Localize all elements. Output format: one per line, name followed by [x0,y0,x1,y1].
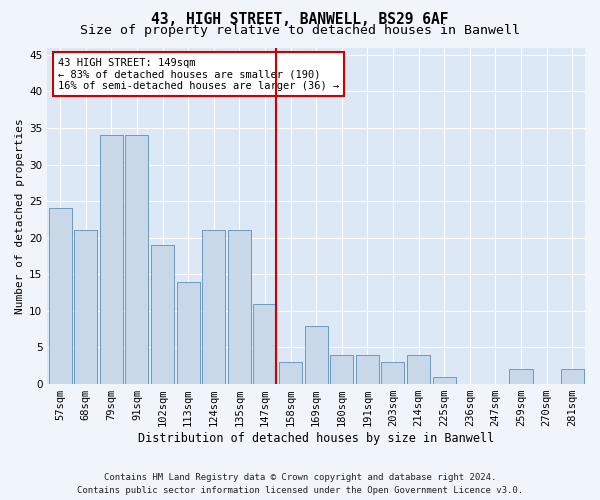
X-axis label: Distribution of detached houses by size in Banwell: Distribution of detached houses by size … [138,432,494,445]
Text: 43 HIGH STREET: 149sqm
← 83% of detached houses are smaller (190)
16% of semi-de: 43 HIGH STREET: 149sqm ← 83% of detached… [58,58,339,91]
Bar [407,355,430,384]
Bar [74,230,97,384]
Bar [560,370,584,384]
Bar [509,370,533,384]
Bar [330,355,353,384]
Bar [176,282,200,384]
Text: 43, HIGH STREET, BANWELL, BS29 6AF: 43, HIGH STREET, BANWELL, BS29 6AF [151,12,449,28]
Bar [49,208,71,384]
Bar [382,362,404,384]
Bar [279,362,302,384]
Bar [253,304,277,384]
Bar [125,136,148,384]
Text: Contains HM Land Registry data © Crown copyright and database right 2024.
Contai: Contains HM Land Registry data © Crown c… [77,474,523,495]
Bar [202,230,225,384]
Y-axis label: Number of detached properties: Number of detached properties [15,118,25,314]
Bar [305,326,328,384]
Bar [356,355,379,384]
Bar [228,230,251,384]
Bar [151,245,174,384]
Bar [100,136,123,384]
Text: Size of property relative to detached houses in Banwell: Size of property relative to detached ho… [80,24,520,37]
Bar [433,377,455,384]
